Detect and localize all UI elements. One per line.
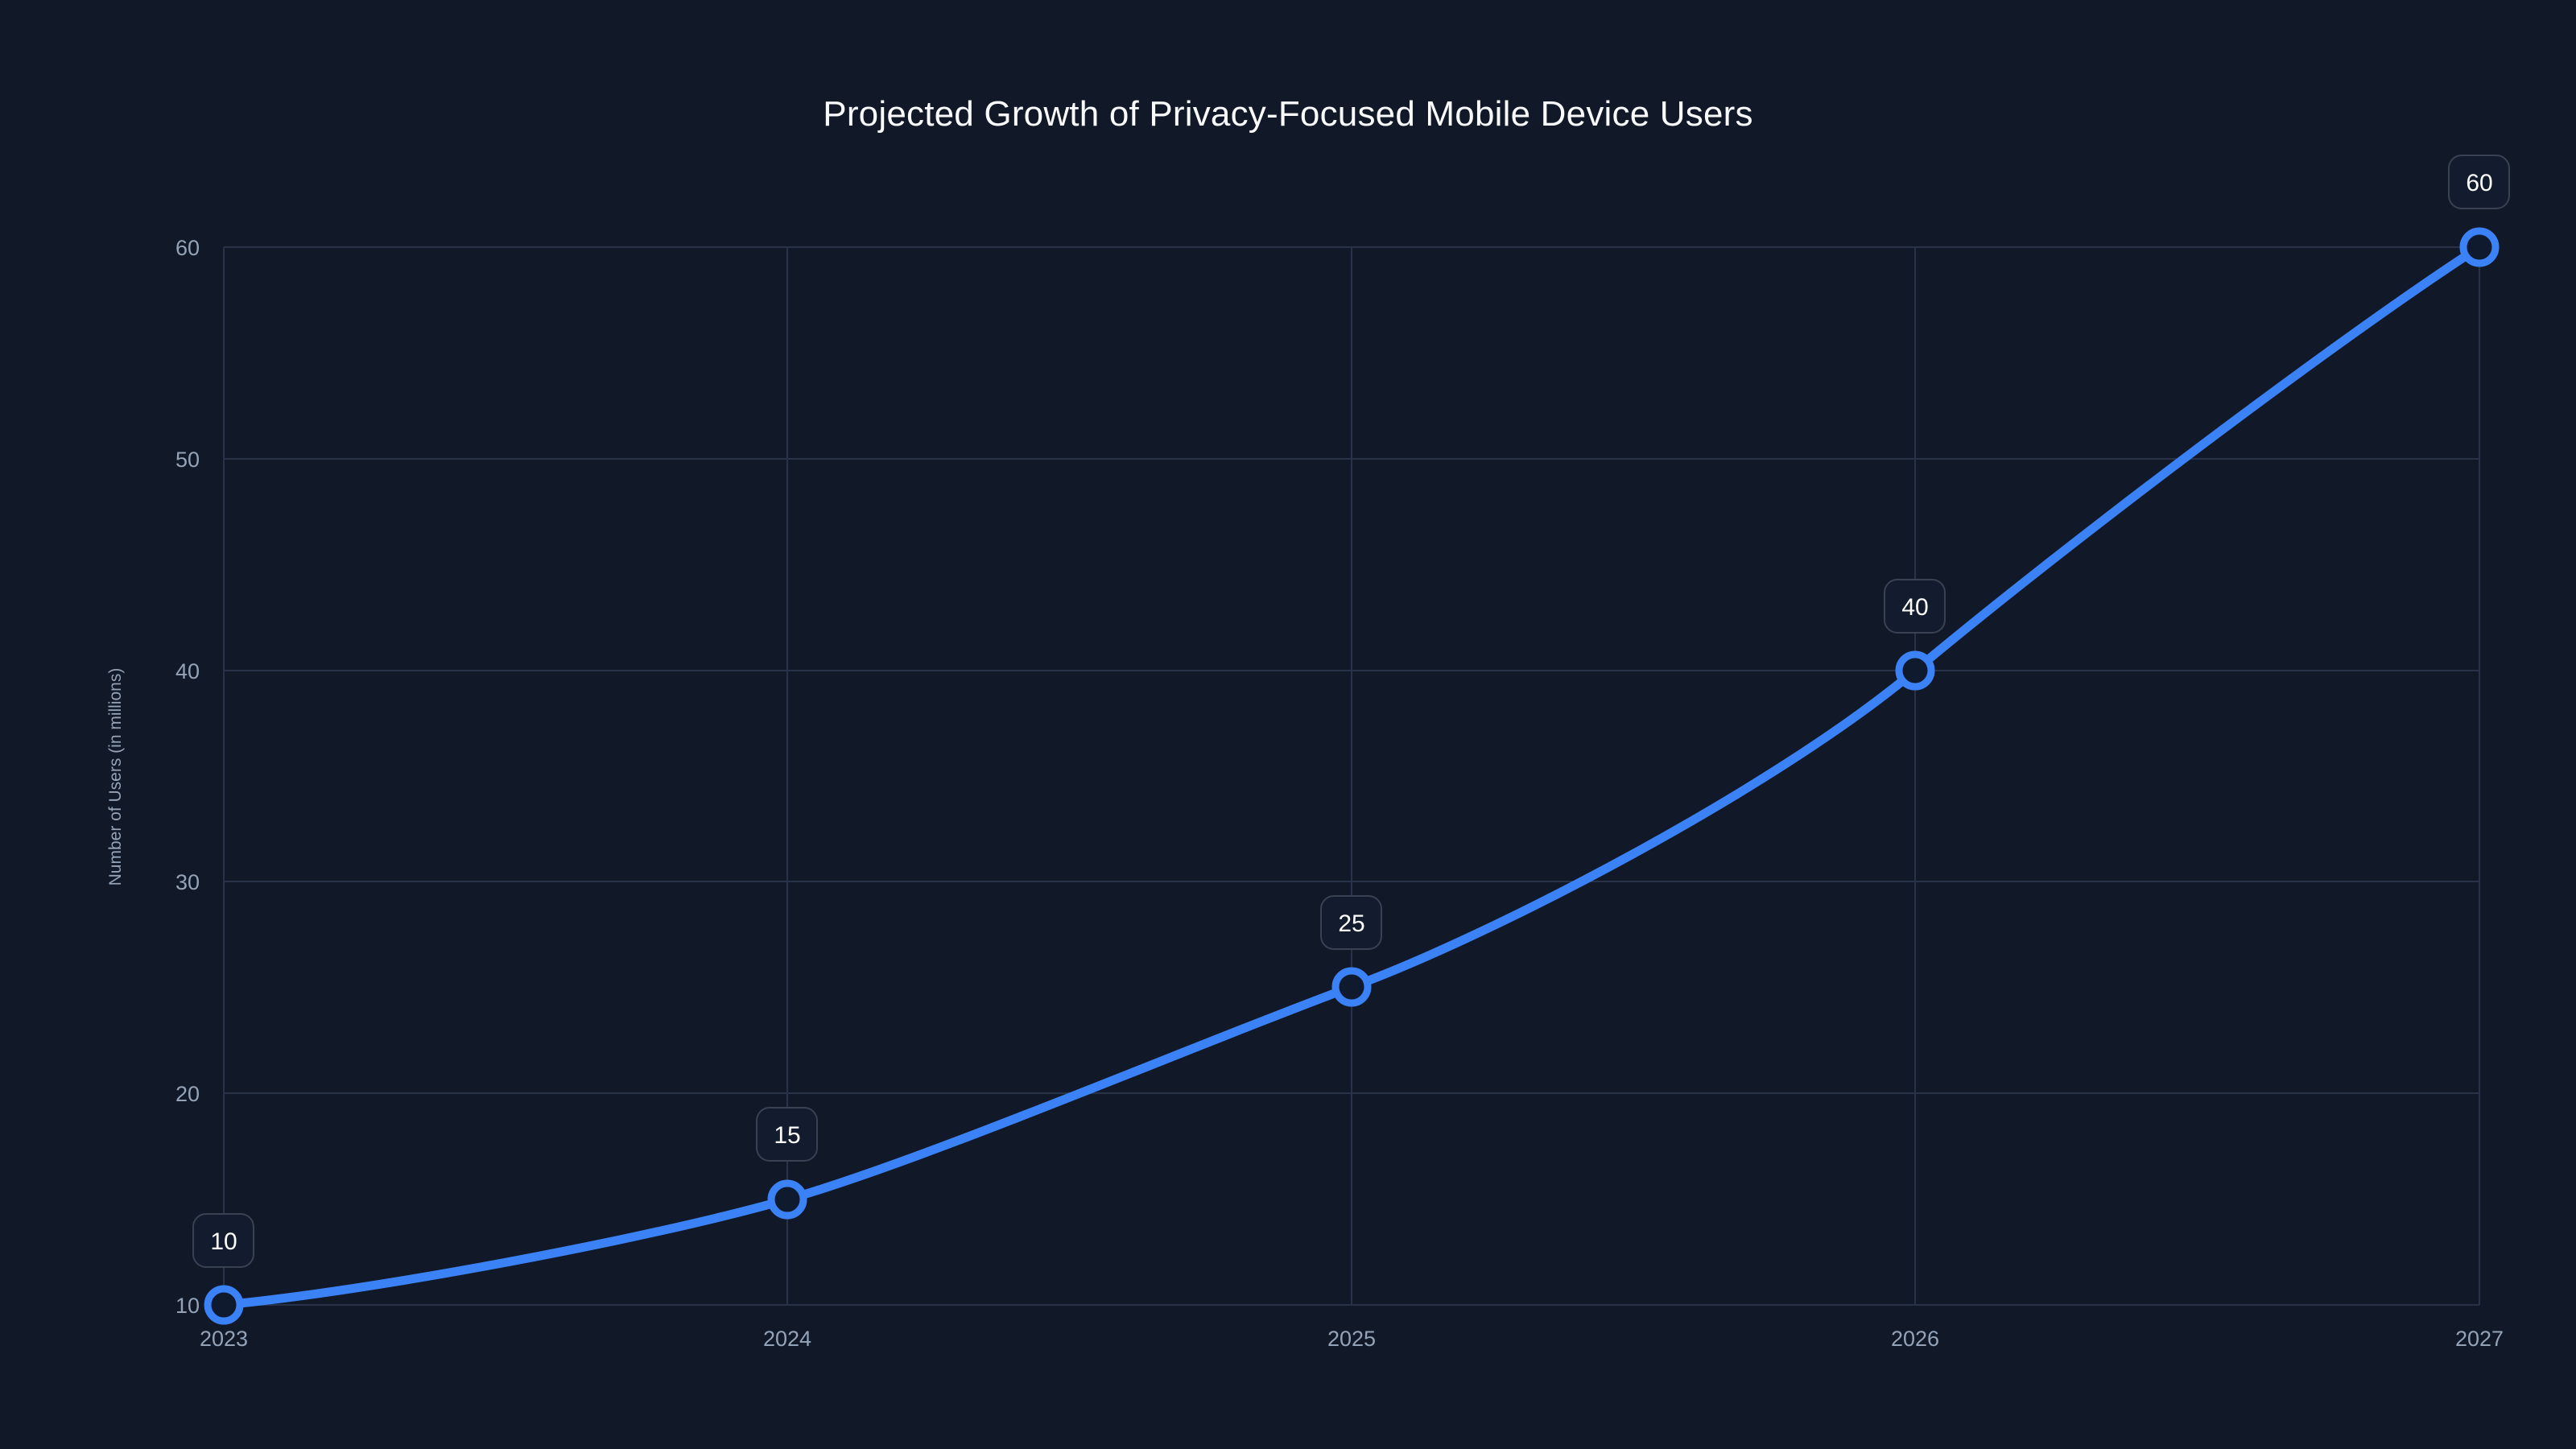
data-label-text-2025: 25 — [1338, 910, 1364, 937]
data-point-marker-2023[interactable] — [204, 1285, 244, 1325]
y-axis-title: Number of Users (in millions) — [106, 668, 125, 886]
data-label-text-2024: 15 — [774, 1122, 800, 1149]
data-point-label-2025: 25 — [1320, 895, 1382, 950]
data-label-box-2027 — [2448, 155, 2510, 209]
x-tick-label-2025: 2025 — [1327, 1327, 1376, 1351]
x-tick-label-2023: 2023 — [200, 1327, 248, 1351]
data-point-marker-2027[interactable] — [2459, 227, 2500, 267]
data-point-marker-2025[interactable] — [1331, 967, 1372, 1007]
x-tick-label-2026: 2026 — [1891, 1327, 1939, 1351]
chart-title: Projected Growth of Privacy-Focused Mobi… — [823, 94, 1753, 134]
y-tick-label-40: 40 — [175, 659, 200, 683]
x-tick-label-2024: 2024 — [763, 1327, 811, 1351]
data-point-label-2024: 15 — [756, 1107, 818, 1162]
data-point-label-2023: 10 — [192, 1213, 254, 1268]
data-point-marker-2026[interactable] — [1895, 650, 1935, 691]
data-label-box-2025 — [1320, 895, 1382, 950]
data-point-marker-2024[interactable] — [767, 1179, 807, 1220]
data-point-label-2026: 40 — [1884, 579, 1946, 634]
data-point-label-2027: 60 — [2448, 155, 2510, 209]
data-label-text-2023: 10 — [210, 1228, 237, 1255]
data-label-text-2027: 60 — [2466, 170, 2492, 196]
data-label-box-2024 — [756, 1107, 818, 1162]
x-axis-tick-labels: 2023 2024 2025 2026 2027 — [200, 1327, 2504, 1351]
y-tick-label-50: 50 — [175, 448, 200, 472]
y-tick-label-60: 60 — [175, 236, 200, 260]
vertical-gridlines — [223, 247, 2480, 1305]
data-label-box-2023 — [192, 1213, 254, 1268]
y-tick-label-20: 20 — [175, 1082, 200, 1106]
data-label-text-2026: 40 — [1901, 594, 1928, 621]
x-tick-label-2027: 2027 — [2455, 1327, 2504, 1351]
y-tick-label-30: 30 — [175, 870, 200, 894]
data-label-box-2026 — [1884, 579, 1946, 634]
series-markers — [204, 227, 2500, 1325]
y-axis-tick-labels: 60 50 40 30 20 10 — [175, 236, 200, 1318]
y-tick-label-10: 10 — [175, 1294, 200, 1318]
